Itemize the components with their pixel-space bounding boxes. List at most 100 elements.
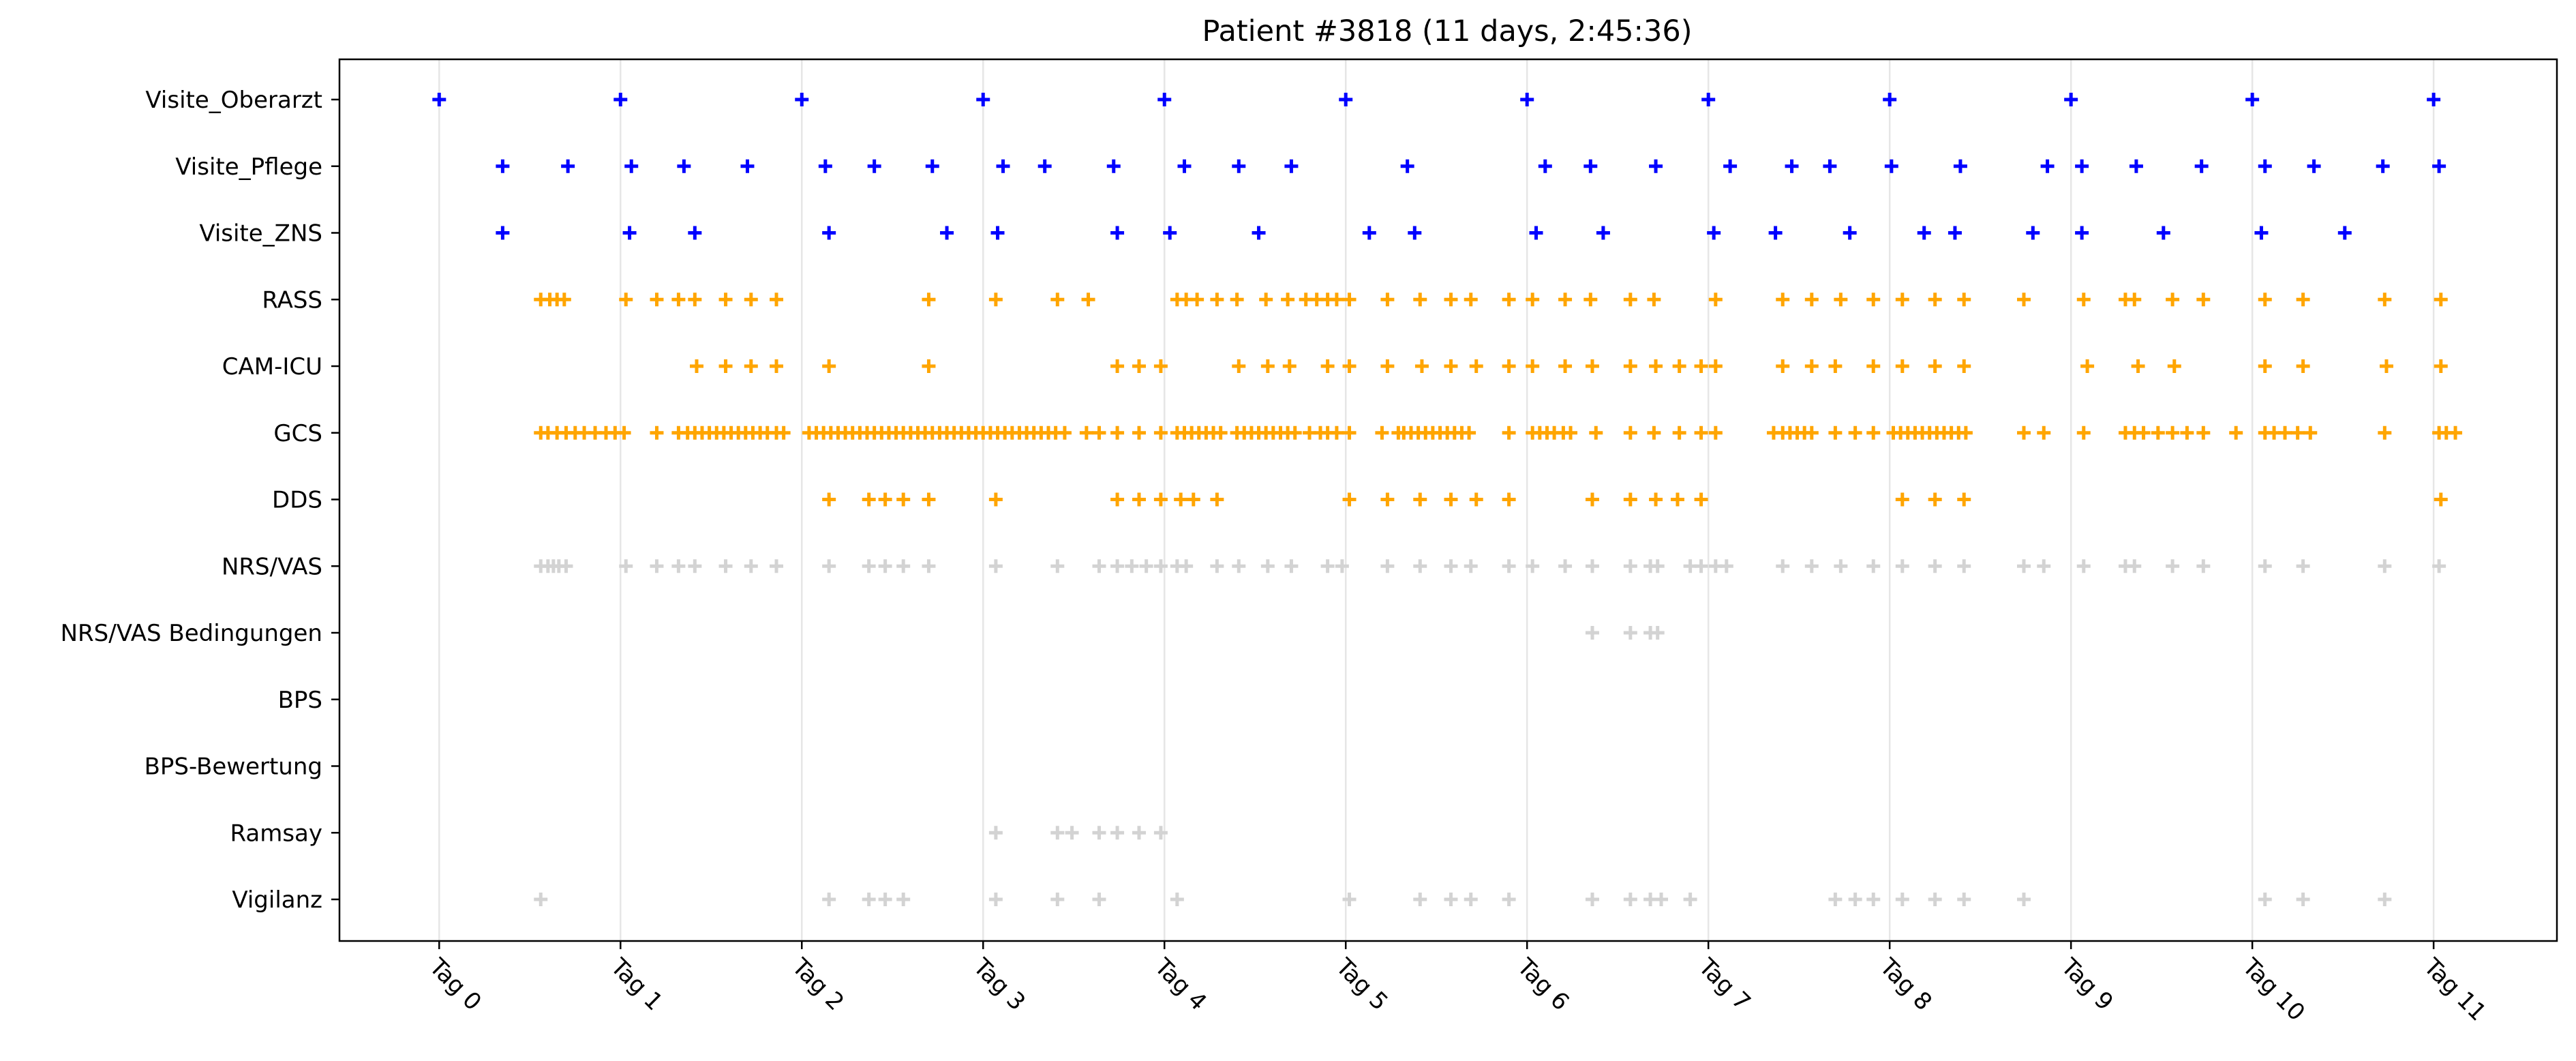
data-point-nrs-vas (688, 559, 702, 573)
data-point-cam-icu (2296, 359, 2310, 373)
data-point-cam-icu (1260, 359, 1275, 373)
data-point-visite-oberarzt (1701, 93, 1716, 106)
y-tick-label: BPS-Bewertung (145, 753, 322, 781)
data-point-cam-icu (1866, 359, 1881, 373)
data-point-visite-pflege (1400, 159, 1414, 173)
data-point-cam-icu (1928, 359, 1942, 373)
y-tick-label: GCS (273, 420, 322, 447)
data-point-nrs-vas (1232, 559, 1246, 573)
data-point-visite-oberarzt (432, 93, 446, 106)
y-tick-label: BPS (278, 687, 322, 714)
grid-lines (438, 59, 2435, 941)
data-point-rass (988, 293, 1003, 307)
data-point-nrs-vas (862, 559, 876, 573)
data-point-rass (557, 293, 571, 307)
data-point-rass (1190, 293, 1204, 307)
data-point-dds (1649, 492, 1663, 507)
data-point-nrs-vas (1526, 559, 1540, 573)
data-point-visite-zns (1948, 226, 1962, 240)
data-point-dds (1413, 492, 1427, 507)
data-point-gcs (2303, 425, 2318, 440)
data-point-rass (2258, 293, 2272, 307)
data-point-nrs-vas (1957, 559, 1971, 573)
data-point-rass (1526, 293, 1540, 307)
data-point-nrs-vas (878, 559, 892, 573)
data-point-rass (2434, 293, 2448, 307)
data-point-dds (1186, 492, 1200, 507)
data-point-gcs (1092, 425, 1106, 440)
data-point-vigilanz (2258, 893, 2272, 906)
y-tick-label: CAM-ICU (222, 353, 322, 380)
data-point-gcs (2196, 425, 2211, 440)
y-tick-label: Visite_Pflege (175, 153, 322, 181)
data-point-gcs (1623, 425, 1637, 440)
data-point-visite-zns (622, 226, 637, 240)
data-point-dds (1153, 492, 1168, 507)
data-point-visite-pflege (2307, 159, 2321, 173)
series-ramsay (988, 826, 1168, 840)
data-point-rass (1259, 293, 1273, 307)
data-point-nrs-vas (1623, 559, 1637, 573)
data-point-cam-icu (2434, 359, 2448, 373)
data-point-visite-zns (940, 226, 954, 240)
series-visite-pflege (496, 159, 2446, 173)
data-point-vigilanz (1502, 893, 1516, 906)
data-point-dds (878, 492, 892, 507)
data-point-rass (688, 293, 702, 307)
data-point-visite-pflege (496, 159, 510, 173)
data-point-vigilanz (1957, 893, 1971, 906)
data-point-gcs (1057, 425, 1072, 440)
x-tick-label: Tag 8 (1874, 953, 1937, 1016)
data-point-cam-icu (1469, 359, 1483, 373)
data-point-nrs-vas (1125, 559, 1139, 573)
data-point-ramsay (988, 826, 1003, 840)
data-point-visite-pflege (677, 159, 691, 173)
data-point-vigilanz (1828, 893, 1843, 906)
data-point-visite-zns (1917, 226, 1931, 240)
data-point-cam-icu (1649, 359, 1663, 373)
data-point-nrs-vas (1502, 559, 1516, 573)
data-point-gcs (1828, 425, 1843, 440)
data-point-rass (922, 293, 936, 307)
data-point-gcs (1958, 425, 1973, 440)
data-point-vigilanz (1444, 893, 1458, 906)
data-point-nrs-vas-bedingungen (1650, 626, 1665, 640)
data-point-rass (1804, 293, 1819, 307)
data-point-cam-icu (1502, 359, 1516, 373)
data-point-gcs (1079, 425, 1093, 440)
data-point-nrs-vas (2037, 559, 2051, 573)
data-point-rass (1834, 293, 1848, 307)
data-point-nrs-vas (1139, 559, 1153, 573)
data-point-gcs (1462, 425, 1476, 440)
data-point-nrs-vas (896, 559, 911, 573)
data-point-visite-pflege (1284, 159, 1299, 173)
data-point-nrs-vas (1928, 559, 1942, 573)
data-point-visite-oberarzt (1157, 93, 1172, 106)
data-point-nrs-vas (1413, 559, 1427, 573)
data-point-gcs (776, 425, 791, 440)
data-point-rass (2378, 293, 2392, 307)
data-point-vigilanz (1895, 893, 1909, 906)
data-point-rass (1329, 293, 1344, 307)
data-point-rass (2076, 293, 2091, 307)
data-point-vigilanz (1464, 893, 1478, 906)
x-tick-label: Tag 1 (605, 953, 668, 1016)
data-point-visite-zns (2254, 226, 2269, 240)
data-point-dds (1174, 492, 1188, 507)
data-point-nrs-vas (2017, 559, 2031, 573)
data-point-nrs-vas (1776, 559, 1790, 573)
series-gcs (534, 425, 2463, 440)
data-point-vigilanz (1928, 893, 1942, 906)
data-point-nrs-vas (922, 559, 936, 573)
data-point-rass (1866, 293, 1881, 307)
data-point-vigilanz (878, 893, 892, 906)
data-point-visite-pflege (1177, 159, 1192, 173)
data-point-ramsay (1065, 826, 1079, 840)
data-point-gcs (1804, 425, 1819, 440)
data-point-nrs-vas (1719, 559, 1733, 573)
data-point-cam-icu (1444, 359, 1458, 373)
data-point-vigilanz (896, 893, 911, 906)
data-point-nrs-vas (2127, 559, 2142, 573)
data-point-visite-zns (1596, 226, 1610, 240)
data-point-nrs-vas (988, 559, 1003, 573)
